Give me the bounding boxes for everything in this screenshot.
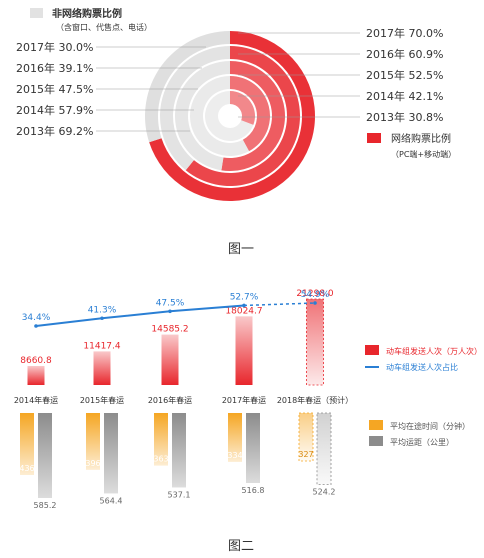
- ticket-share-leader-lines: [96, 32, 360, 132]
- emu-share-point: [313, 301, 317, 305]
- emu-passenger-bar: [93, 351, 111, 385]
- avg-distance-bar: [38, 413, 52, 498]
- avg-distance-value: 585.2: [34, 501, 57, 510]
- emu-passenger-value: 21298.0: [296, 289, 333, 299]
- avg-distance-legend-label: 平均运距（公里）: [390, 437, 454, 447]
- emu-share-value: 41.3%: [88, 305, 117, 315]
- avg-distance-bar: [246, 413, 260, 483]
- offline-legend-swatch: [30, 8, 43, 18]
- offline-label-2014: 2014年 57.9%: [16, 103, 93, 117]
- avg-duration-bar: [20, 413, 34, 475]
- avg-duration-value: 327: [298, 450, 313, 459]
- emu-passenger-value: 11417.4: [83, 341, 120, 351]
- online-label-2014: 2014年 42.1%: [366, 89, 443, 103]
- emu-passenger-value: 8660.8: [20, 356, 52, 366]
- online-label-2015: 2015年 52.5%: [366, 68, 443, 82]
- emu-share-forecast-line: [243, 302, 316, 307]
- avg-duration-bar: [228, 413, 242, 462]
- emu-passenger-bars: 8660.8 11417.4 14585.2 18024.7 21298.0: [20, 289, 334, 386]
- avg-duration-bar: [154, 413, 168, 466]
- avg-distance-bar: [104, 413, 118, 494]
- online-label-2016: 2016年 60.9%: [366, 47, 443, 61]
- offline-ring-2015: [175, 61, 230, 171]
- online-label-2013: 2013年 30.8%: [366, 110, 443, 124]
- offline-label-2016: 2016年 39.1%: [16, 61, 93, 75]
- ticket-share-rings: [145, 31, 315, 201]
- emu-passenger-bar: [161, 334, 179, 385]
- offline-ring-2013: [205, 91, 254, 141]
- emu-legend: 动车组发送人次（万人次） 动车组发送人次占比: [365, 345, 482, 372]
- avg-distance-bar: [172, 413, 186, 488]
- online-legend: 网络购票比例 （PC端+移动端）: [367, 132, 456, 159]
- online-ring-2016: [185, 46, 300, 186]
- avg-distance-bar: [316, 412, 332, 486]
- offline-legend-title: 非网络购票比例: [52, 7, 122, 20]
- avg-duration-value: 363: [153, 455, 168, 464]
- year-category-label: 2016年春运: [148, 395, 192, 405]
- emu-share-value: 47.5%: [156, 298, 185, 308]
- avg-distance-legend-swatch: [369, 436, 383, 446]
- online-ring-2013: [230, 91, 255, 125]
- year-category-label: 2018年春运（预计）: [277, 395, 353, 405]
- offline-legend: 非网络购票比例 （含窗口、代售点、电话）: [30, 7, 152, 32]
- avg-distance-value: 537.1: [168, 490, 191, 499]
- year-category-labels: 2014年春运 2015年春运 2016年春运 2017年春运 2018年春运（预计）: [14, 395, 353, 405]
- avg-duration-legend-label: 平均在途时间（分钟）: [390, 421, 470, 431]
- online-legend-subtitle: （PC端+移动端）: [391, 149, 456, 159]
- online-ring-2014: [230, 76, 271, 152]
- figure-1-caption: 图一: [228, 242, 255, 257]
- emu-share-line: 34.4% 41.3% 47.5% 52.7% 54.9%: [22, 290, 330, 328]
- avg-duration-legend-swatch: [369, 420, 383, 430]
- offline-ring-2014: [190, 76, 250, 156]
- online-ring-2015: [221, 61, 285, 172]
- emu-share-value: 54.9%: [301, 290, 330, 300]
- emu-share-series-line: [35, 304, 245, 327]
- avg-duration-bar: [86, 413, 100, 470]
- online-label-2017: 2017年 70.0%: [366, 26, 443, 40]
- online-legend-title: 网络购票比例: [391, 132, 451, 145]
- emu-share-value: 34.4%: [22, 313, 51, 323]
- offline-legend-subtitle: （含窗口、代售点、电话）: [56, 22, 152, 32]
- emu-share-legend-label: 动车组发送人次占比: [386, 362, 458, 372]
- online-legend-swatch: [367, 133, 381, 143]
- emu-passenger-bar: [27, 366, 45, 385]
- avg-duration-value: 334: [227, 451, 242, 460]
- emu-passengers-legend-label: 动车组发送人次（万人次）: [386, 346, 482, 356]
- emu-passenger-bar: [306, 298, 324, 386]
- year-category-label: 2015年春运: [80, 395, 124, 405]
- avg-distance-bars: 585.2 564.4 537.1 516.8 524.2: [34, 412, 336, 510]
- avg-distance-value: 524.2: [313, 488, 336, 497]
- offline-ring-2016: [160, 46, 230, 171]
- avg-distance-value: 564.4: [100, 496, 123, 505]
- year-category-label: 2017年春运: [222, 395, 266, 405]
- year-category-label: 2014年春运: [14, 395, 58, 405]
- avg-distance-value: 516.8: [242, 486, 265, 495]
- offline-label-2015: 2015年 47.5%: [16, 82, 93, 96]
- ticket-share-labels: 2013年 30.8% 2013年 69.2% 2014年 42.1% 2014年 5…: [16, 26, 443, 138]
- offline-label-2017: 2017年 30.0%: [16, 40, 93, 54]
- avg-duration-value: 396: [85, 459, 100, 468]
- avg-duration-bar: [298, 412, 314, 462]
- avg-duration-value: 436: [19, 464, 34, 473]
- offline-label-2013: 2013年 69.2%: [16, 124, 93, 138]
- emu-passenger-value: 14585.2: [151, 325, 188, 335]
- travel-legend: 平均在途时间（分钟） 平均运距（公里）: [369, 420, 470, 447]
- emu-passenger-value: 18024.7: [225, 306, 262, 316]
- emu-passengers-legend-swatch: [365, 345, 379, 355]
- emu-passenger-bar: [235, 316, 253, 385]
- figure-2-caption: 图二: [228, 539, 255, 554]
- emu-share-value: 52.7%: [230, 292, 259, 302]
- avg-duration-bars: 436 396 363 334 327: [19, 412, 314, 475]
